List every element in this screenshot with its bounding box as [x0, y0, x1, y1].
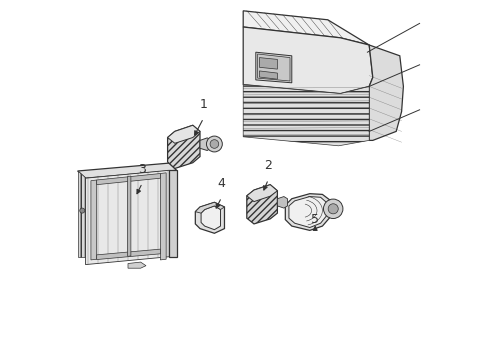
Circle shape — [210, 140, 219, 148]
Polygon shape — [170, 170, 176, 257]
Text: 4: 4 — [218, 177, 225, 190]
Polygon shape — [168, 125, 200, 168]
Polygon shape — [243, 27, 373, 94]
Polygon shape — [127, 176, 131, 256]
Polygon shape — [277, 197, 288, 208]
Polygon shape — [196, 202, 224, 213]
Polygon shape — [200, 138, 212, 150]
Text: 2: 2 — [265, 159, 272, 172]
Circle shape — [80, 208, 85, 213]
Polygon shape — [97, 174, 160, 185]
Polygon shape — [128, 262, 146, 268]
Text: 1: 1 — [199, 98, 208, 111]
Polygon shape — [259, 58, 277, 69]
Polygon shape — [289, 197, 326, 228]
Polygon shape — [160, 173, 166, 260]
Polygon shape — [369, 45, 403, 140]
Polygon shape — [168, 125, 200, 143]
Polygon shape — [91, 180, 97, 260]
Polygon shape — [243, 11, 369, 45]
Text: 5: 5 — [311, 213, 319, 226]
Polygon shape — [77, 163, 176, 178]
Polygon shape — [247, 185, 277, 224]
Polygon shape — [258, 54, 290, 81]
Polygon shape — [243, 85, 369, 146]
Polygon shape — [201, 206, 220, 230]
Polygon shape — [97, 249, 160, 260]
Polygon shape — [196, 202, 224, 233]
Circle shape — [328, 204, 338, 214]
Polygon shape — [86, 170, 170, 265]
Polygon shape — [259, 71, 277, 79]
Circle shape — [206, 136, 222, 152]
Text: 3: 3 — [139, 163, 147, 176]
Polygon shape — [247, 185, 277, 202]
Polygon shape — [256, 52, 292, 83]
Polygon shape — [285, 194, 330, 230]
Polygon shape — [77, 171, 86, 257]
Circle shape — [323, 199, 343, 219]
